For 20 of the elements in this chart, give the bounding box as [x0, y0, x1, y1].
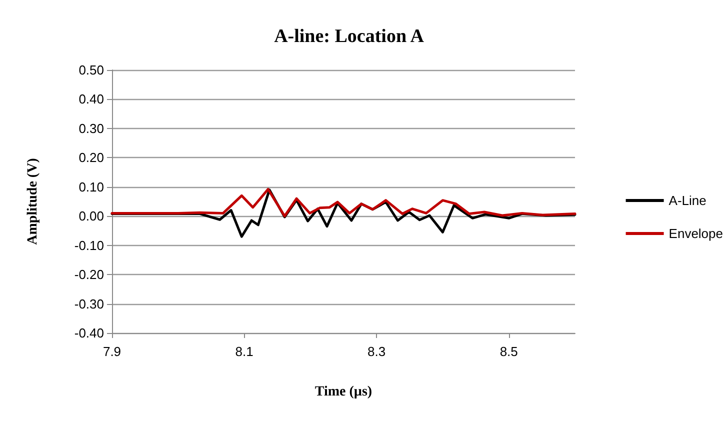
line-series	[110, 188, 576, 218]
y-tick-label: -0.40	[74, 326, 104, 340]
x-tick-label: 7.9	[102, 344, 122, 359]
y-axis-title: Amplitude (V)	[26, 158, 40, 245]
y-tick-label: -0.10	[74, 238, 104, 253]
y-tick-label: 0.40	[78, 92, 104, 107]
legend-label: Envelope	[668, 226, 724, 241]
y-tick-label: 0.10	[78, 179, 104, 194]
x-tick-label: 8.3	[368, 344, 386, 359]
y-tick-label: 0.20	[78, 150, 104, 166]
x-tick-label: 8.5	[500, 344, 518, 359]
x-axis-title: Time (µs)	[314, 384, 372, 400]
x-tick-label: 8.1	[235, 344, 254, 359]
y-tick-label: -0.20	[74, 267, 104, 282]
y-tick-label: -0.30	[74, 296, 104, 312]
legend-label: A-Line	[668, 193, 706, 208]
y-tick-label: 0.00	[78, 208, 104, 224]
y-tick-label: 0.30	[78, 120, 104, 136]
y-tick-label: 0.50	[78, 62, 104, 78]
chart-title: A-line: Location A	[274, 26, 424, 47]
